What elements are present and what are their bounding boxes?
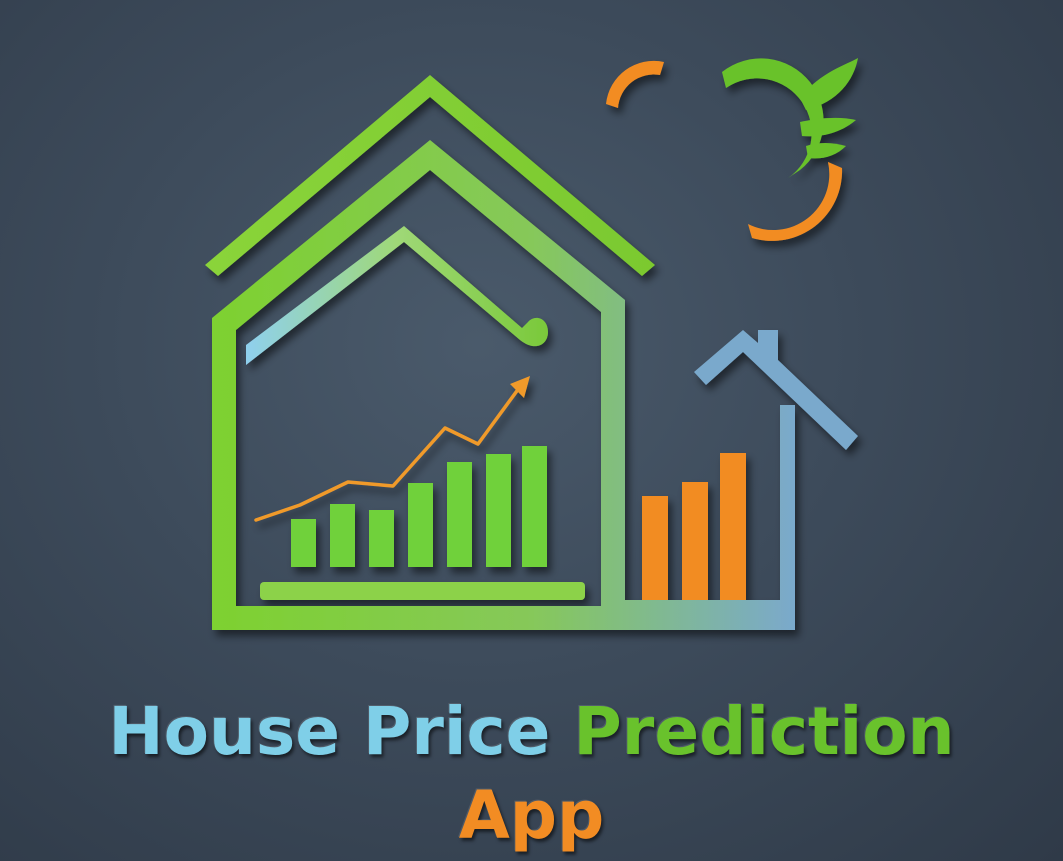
title-word-prediction: Prediction (573, 693, 955, 770)
green-bar (369, 510, 394, 567)
sun-arc-orange-top (606, 60, 664, 108)
green-bar-chart (291, 446, 547, 567)
green-bar (447, 462, 472, 567)
orange-bar (642, 496, 668, 600)
green-bar (330, 504, 355, 567)
orange-bar (682, 482, 708, 600)
house-roof (205, 75, 655, 276)
title-word-price: Price (363, 693, 551, 770)
sun-leaf-icon (606, 58, 858, 241)
leaf-mid (800, 117, 856, 137)
trend-arrow-head (510, 376, 530, 398)
chart-baseline (260, 582, 585, 600)
green-bar (291, 519, 316, 567)
leaf-low (806, 143, 846, 159)
app-title: House Price Prediction (0, 692, 1063, 772)
sun-arc-green (722, 58, 824, 179)
house-price-logo-graphic (205, 58, 858, 630)
green-bar (408, 483, 433, 567)
sun-arc-orange-bottom (748, 162, 843, 241)
title-word-app: App (458, 777, 605, 854)
green-bar (522, 446, 547, 567)
app-subtitle: App (0, 776, 1063, 856)
green-bar (486, 454, 511, 567)
trend-arrow-icon (254, 382, 524, 522)
small-house-roof (694, 330, 858, 450)
inner-roof-line (246, 226, 548, 365)
orange-bar-chart (642, 453, 746, 600)
title-word-house: House (108, 693, 341, 770)
leaf-top (800, 58, 858, 110)
orange-bar (720, 453, 746, 600)
